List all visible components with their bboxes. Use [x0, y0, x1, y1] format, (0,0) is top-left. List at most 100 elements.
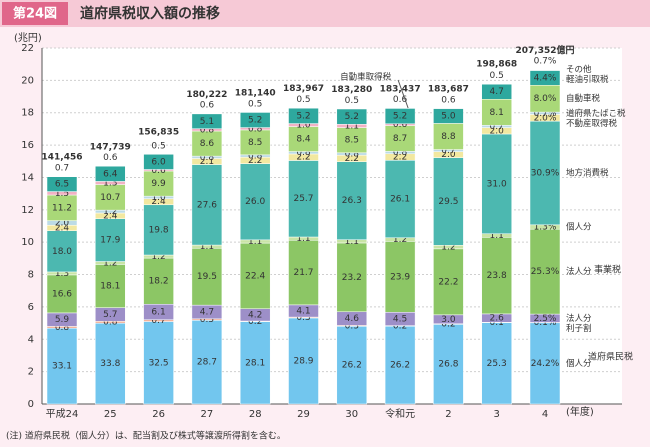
segment-label: 0.2 — [441, 320, 455, 330]
segment-label: 1.3 — [55, 269, 69, 279]
segment-label: 2.0% — [534, 113, 557, 123]
segment-label: 25.7 — [293, 194, 313, 204]
segment-label: 18.2 — [149, 277, 169, 287]
bar-segment — [481, 82, 512, 85]
figure-label: 第24図 — [13, 6, 57, 22]
segment-label: 5.2 — [248, 115, 262, 125]
segment-label: 31.0 — [487, 179, 507, 189]
segment-label: 26.2 — [342, 361, 362, 371]
segment-label: 0.6 — [393, 95, 408, 105]
bar-segment — [529, 120, 561, 226]
segment-label: 0.8 — [393, 148, 408, 158]
bar-segment — [239, 110, 271, 113]
segment-label: 2.2 — [345, 154, 359, 164]
segment-label: 1.1 — [345, 237, 359, 247]
bar-segment — [46, 230, 78, 273]
series-name: 自動車税 — [566, 93, 601, 104]
segment-label: 0.5 — [151, 142, 165, 152]
segment-label: 8.8 — [441, 132, 456, 142]
segment-label: 26.1 — [390, 195, 410, 205]
segment-label: 8.7 — [393, 134, 407, 144]
annotation-arrow — [397, 79, 409, 109]
segment-label: 1.2 — [151, 252, 165, 262]
bar-segment — [288, 317, 319, 405]
segment-label: 2.4 — [151, 197, 166, 207]
segment-label: 22.4 — [245, 271, 265, 281]
segment-label: 25.3 — [487, 359, 507, 369]
segment-label: 6.4 — [103, 169, 118, 179]
segment-label: 0.8 — [248, 152, 263, 162]
bar-segment — [336, 326, 368, 405]
bar-segment — [239, 163, 271, 241]
bar-segment — [384, 241, 416, 313]
segment-label: 0.6 — [151, 166, 166, 176]
total-label: 180,222 — [186, 90, 227, 100]
bar-segment — [433, 123, 464, 150]
segment-label: 1.2 — [393, 235, 407, 245]
bar-segment — [433, 324, 464, 405]
total-label: 181,140 — [235, 88, 276, 98]
bar-segment — [384, 325, 416, 405]
bar-segment — [143, 321, 174, 405]
bar-segment — [95, 264, 126, 308]
segment-label: 1.1 — [296, 234, 310, 244]
segment-label: 0.5 — [345, 96, 359, 106]
bar-segment — [239, 129, 271, 156]
bar-segment — [191, 164, 223, 246]
segment-label: 0.7 — [151, 316, 165, 326]
bar-segment — [46, 327, 78, 405]
segment-label: 0.5 — [296, 95, 310, 105]
bar-segment — [288, 240, 319, 306]
bar-segment — [143, 204, 174, 256]
group-label: 事業税 — [594, 264, 621, 276]
segment-label: 4.1 — [296, 306, 310, 316]
segment-label: 8.1 — [490, 108, 504, 118]
segment-label: 5.9 — [55, 315, 70, 325]
bar-segment — [143, 152, 174, 155]
segment-label: 18.1 — [100, 282, 120, 292]
bar-segment — [529, 228, 561, 315]
x-tick-label: 4 — [542, 409, 548, 420]
segment-label: 18.0 — [52, 247, 72, 257]
series-name: 個人分 — [566, 222, 592, 233]
bar-segment — [191, 248, 223, 306]
segment-label: 2.1 — [200, 157, 214, 167]
y-axis-label: (兆円) — [14, 32, 42, 44]
x-tick-label: 令和元 — [385, 407, 415, 420]
segment-label: 6.0 — [151, 157, 166, 167]
segment-label: 2.5% — [534, 314, 557, 324]
figure-label-box — [2, 2, 68, 25]
y-tick-label: 4 — [28, 334, 34, 345]
total-label: 156,835 — [138, 128, 179, 138]
bar-segment — [191, 130, 223, 157]
segment-label: 0.5 — [248, 99, 262, 109]
note: (注) 道府県民税（個人分）は、配当割及び株式等譲渡所得割を含む。 — [6, 430, 286, 442]
segment-label: 0.8 — [296, 148, 311, 158]
segment-label: 2.4 — [55, 223, 70, 233]
bar-segment — [384, 106, 416, 109]
segment-label: 24.2% — [531, 359, 560, 369]
bar-segment — [288, 106, 319, 109]
segment-label: 8.5 — [248, 138, 262, 148]
x-tick-label: 27 — [201, 409, 214, 420]
segment-label: 27.6 — [197, 200, 217, 210]
segment-label: 6.5 — [55, 180, 69, 190]
segment-label: 0.7% — [534, 109, 557, 119]
bar-segment — [433, 248, 464, 316]
x-tick-label: 26 — [152, 409, 165, 420]
segment-label: 0.6 — [393, 120, 408, 130]
segment-label: 0.6 — [441, 95, 456, 105]
series-name: 個人分 — [566, 358, 592, 369]
segment-label: 32.5 — [149, 358, 169, 368]
segment-label: 1.0 — [151, 193, 166, 203]
total-label: 207,352億円 — [516, 44, 575, 56]
segment-label: 1.5 — [55, 189, 69, 199]
segment-label: 1.3% — [534, 223, 557, 233]
segment-label: 1.2 — [103, 207, 117, 217]
segment-label: 2.4 — [103, 211, 118, 221]
segment-label: 17.9 — [100, 236, 120, 246]
bar-segment — [336, 127, 368, 154]
segment-label: 11.2 — [52, 203, 72, 213]
segment-label: 0.2 — [393, 321, 407, 331]
total-label: 183,437 — [380, 85, 421, 95]
